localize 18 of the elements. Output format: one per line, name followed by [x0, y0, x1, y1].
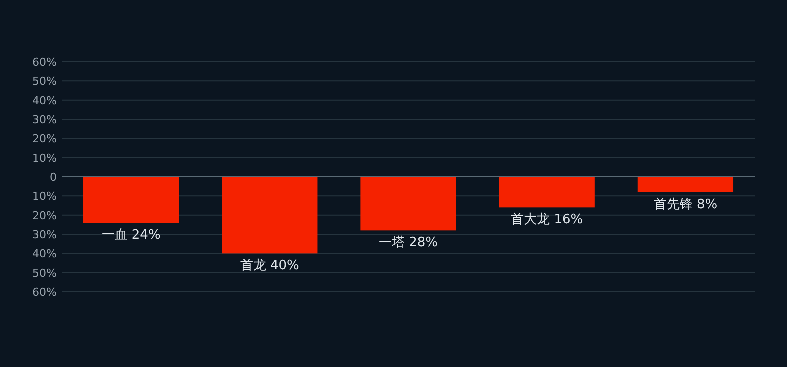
y-tick-label: 20%	[32, 132, 57, 146]
y-tick-label: 0	[50, 171, 57, 184]
data-label: 首龙 40%	[240, 258, 300, 274]
y-tick-label: 60%	[32, 286, 57, 299]
y-tick-label: 40%	[32, 248, 57, 261]
data-label: 一血 24%	[102, 228, 161, 243]
y-tick-label: 30%	[32, 114, 57, 126]
y-tick-label: 40%	[32, 94, 57, 108]
y-tick-label: 50%	[32, 75, 57, 88]
y-tick-label: 10%	[32, 152, 57, 165]
y-tick-label: 60%	[32, 56, 57, 69]
y-tick-label: 10%	[32, 190, 57, 204]
data-label: 首先锋 8%	[654, 197, 718, 212]
y-tick-label: 20%	[32, 209, 57, 222]
y-tick-label: 50%	[32, 266, 57, 280]
data-label: 首大龙 16%	[511, 212, 584, 228]
y-tick-label: 30%	[32, 228, 57, 242]
data-label: 一塔 28%	[378, 236, 438, 251]
